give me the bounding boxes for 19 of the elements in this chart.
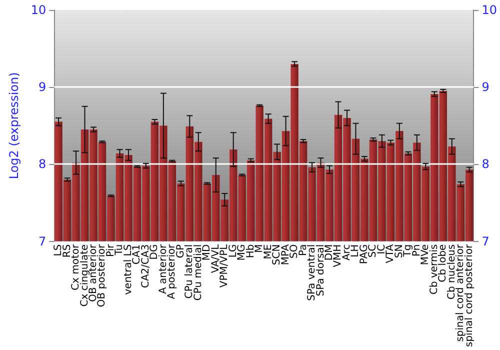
x-tick-label: DG — [149, 244, 160, 260]
y2-tick-label: 10 — [482, 3, 498, 17]
x-tick-label: Pa — [298, 244, 309, 256]
x-tick-label: MVe — [420, 244, 432, 266]
x-tick-label: Tg — [402, 244, 414, 258]
y-tick-label: 7 — [38, 234, 46, 248]
x-tick-label: Cb lobe — [438, 244, 449, 282]
x-tick-label: spinal cord posterior — [464, 243, 475, 348]
y-tick-label: 9 — [38, 80, 46, 94]
y-tick-label: 10 — [30, 3, 46, 17]
x-tick-label: GP — [175, 244, 186, 258]
y2-tick-label: 8 — [482, 157, 490, 172]
y2-tick-label: 9 — [482, 80, 490, 94]
y-tick-label: 8 — [38, 157, 46, 172]
y-axis-title: Log2 (expression) — [7, 72, 21, 180]
x-tick-label: A posterior — [166, 243, 178, 300]
y2-tick-label: 7 — [482, 234, 490, 248]
x-tick-label: RS — [62, 244, 73, 258]
x-tick-label: OB posterior — [96, 243, 108, 308]
